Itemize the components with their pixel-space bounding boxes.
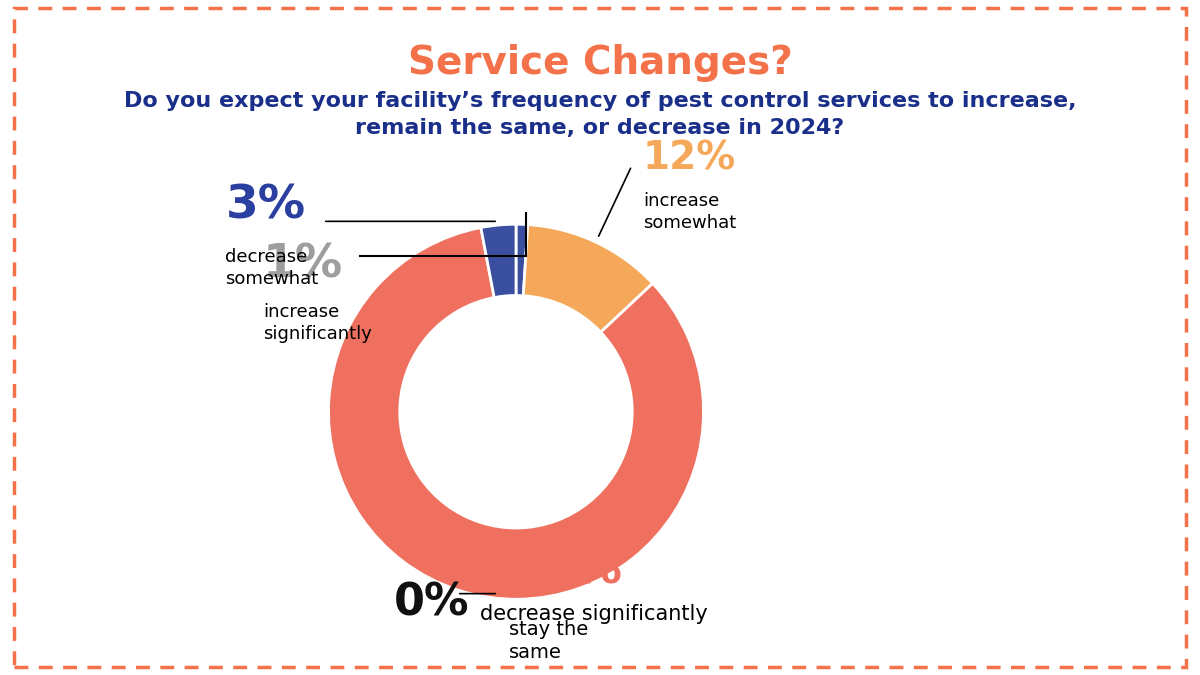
Text: 12%: 12% — [643, 139, 737, 178]
Text: decrease
somewhat: decrease somewhat — [226, 248, 319, 288]
Text: Service Changes?: Service Changes? — [408, 44, 792, 82]
Text: stay the
same: stay the same — [510, 620, 589, 662]
Wedge shape — [329, 227, 703, 599]
Wedge shape — [523, 225, 653, 332]
Wedge shape — [516, 224, 528, 296]
Text: 3%: 3% — [226, 184, 306, 229]
Wedge shape — [481, 224, 516, 298]
Text: increase
somewhat: increase somewhat — [643, 192, 737, 232]
Text: 1%: 1% — [263, 243, 343, 288]
Text: 84%: 84% — [510, 549, 623, 593]
Text: Do you expect your facility’s frequency of pest control services to increase,
re: Do you expect your facility’s frequency … — [124, 91, 1076, 138]
Text: decrease significantly: decrease significantly — [480, 604, 708, 624]
Text: 0%: 0% — [395, 581, 469, 624]
Text: increase
significantly: increase significantly — [263, 303, 372, 343]
